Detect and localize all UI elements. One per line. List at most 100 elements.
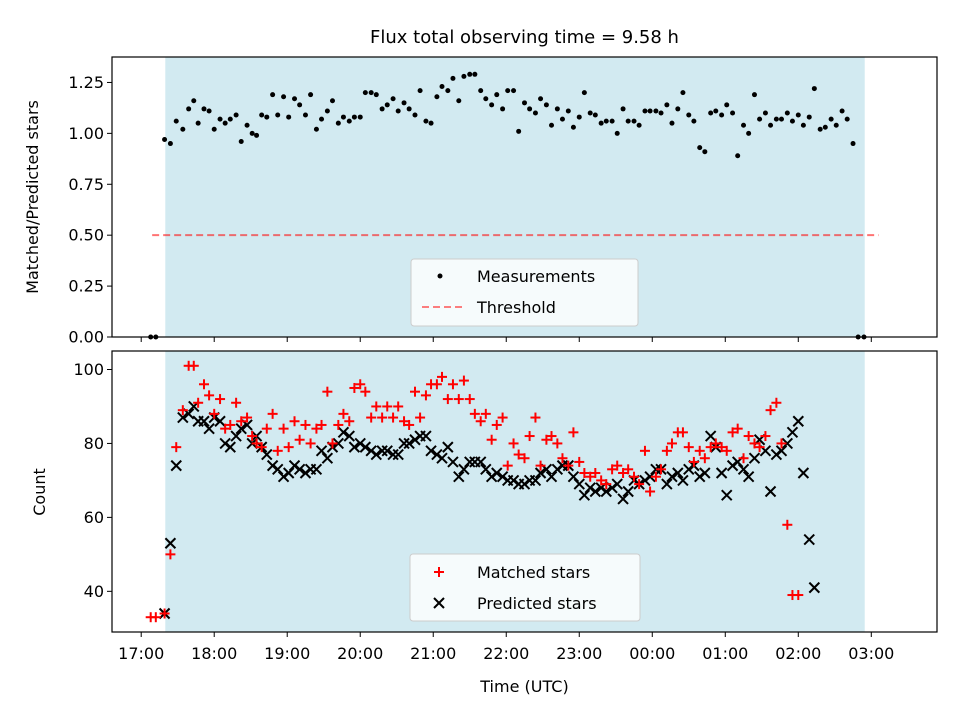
matched-star-marker: [220, 423, 231, 434]
matched-star-marker: [393, 401, 404, 412]
matched-star-marker: [568, 427, 579, 438]
bottom-legend-box: [409, 553, 641, 622]
measurement-point: [162, 136, 168, 142]
measurement-point: [543, 102, 549, 108]
matched-star-marker: [754, 442, 765, 453]
predicted-star-marker: [677, 474, 689, 487]
measurement-point: [357, 114, 363, 120]
bottom-xtick-label: 17:00: [118, 644, 164, 663]
matched-star-marker: [215, 394, 226, 405]
measurement-point: [511, 88, 517, 94]
measurement-point: [472, 71, 478, 77]
top-axes-frame: [111, 56, 938, 338]
matched-star-marker: [677, 427, 688, 438]
measurement-point: [576, 114, 582, 120]
measurement-point: [833, 122, 839, 128]
predicted-star-marker: [177, 411, 189, 424]
matched-star-marker: [437, 371, 447, 382]
matched-star-marker: [639, 445, 650, 456]
matched-star-marker: [710, 438, 721, 449]
top-panel: Flux total observing time = 9.58 h 0.00 0…: [23, 27, 938, 347]
measurement-point: [680, 90, 686, 96]
measurement-point: [757, 116, 763, 122]
measurement-point: [669, 120, 675, 126]
measurement-point: [527, 106, 533, 112]
predicted-star-marker: [534, 467, 547, 479]
bottom-ylabel: Count: [30, 468, 49, 516]
matched-star-marker: [150, 612, 161, 623]
measurement-point: [249, 130, 255, 136]
measurement-point: [254, 132, 260, 138]
measurement-point: [362, 90, 368, 96]
matched-star-marker: [267, 408, 278, 419]
matched-star-marker: [480, 408, 491, 419]
matched-star-marker: [732, 423, 743, 434]
predicted-star-marker: [376, 445, 388, 457]
measurement-point: [329, 98, 335, 104]
measurement-point: [173, 118, 179, 124]
measurement-point: [686, 112, 692, 118]
measurement-point: [828, 116, 834, 122]
measurement-point: [379, 106, 385, 112]
bottom-xtick-label: 01:00: [702, 644, 748, 663]
measurement-point: [598, 120, 604, 126]
measurement-point: [751, 92, 757, 98]
matched-star-marker: [563, 460, 574, 471]
predicted-star-marker: [235, 422, 247, 435]
top-ytick-label: 1.00: [68, 124, 104, 143]
matched-star-marker: [261, 423, 272, 434]
matched-star-marker: [360, 386, 371, 397]
predicted-star-marker: [737, 463, 750, 476]
matched-star-marker: [344, 416, 355, 427]
matched-star-marker: [236, 416, 247, 427]
measurement-point: [587, 110, 593, 116]
predicted-star-marker: [775, 445, 788, 457]
matched-star-marker: [596, 475, 607, 486]
predicted-star-marker: [293, 463, 306, 476]
matched-star-marker: [782, 519, 793, 530]
bottom-xtick-label: 23:00: [556, 644, 602, 663]
predicted-star-marker: [611, 478, 623, 490]
measurement-point: [559, 116, 565, 122]
matched-star-marker: [765, 405, 776, 416]
measurement-point: [335, 120, 341, 126]
matched-star-marker: [585, 471, 596, 482]
measurement-point: [439, 84, 445, 90]
measurement-point: [489, 102, 495, 108]
measurement-point: [373, 92, 379, 98]
measurement-point: [784, 110, 790, 116]
measurement-point: [180, 126, 186, 132]
matched-star-marker: [231, 397, 242, 408]
predicted-star-marker: [403, 437, 415, 450]
matched-star-marker: [338, 408, 349, 419]
matched-star-marker: [382, 401, 393, 412]
measurement-point: [186, 106, 192, 112]
matched-star-marker: [327, 438, 338, 449]
measurement-point: [636, 122, 642, 128]
matched-star-marker: [623, 464, 634, 475]
matched-star-marker: [464, 394, 475, 405]
matched-star-marker: [458, 375, 469, 386]
predicted-star-marker: [337, 426, 350, 439]
measurement-point: [417, 88, 423, 94]
measurement-point: [395, 108, 401, 114]
matched-star-marker: [721, 445, 732, 456]
measurement-point: [719, 112, 725, 118]
predicted-star-marker: [387, 448, 399, 461]
measurement-point: [795, 112, 801, 118]
measurement-point: [642, 108, 648, 114]
matched-star-marker: [502, 460, 513, 471]
bottom-panel: 40 60 80 100 17:00 18:00 19:00 20:00 21:00 22:00…: [30, 350, 938, 696]
matched-star-marker: [656, 464, 667, 475]
bottom-xtick-label: 20:00: [337, 644, 383, 663]
measurement-point: [211, 126, 217, 132]
measurement-point: [713, 108, 719, 114]
measurement-point: [244, 122, 250, 128]
predicted-star-marker: [742, 471, 755, 483]
matched-star-marker: [305, 438, 316, 449]
measurement-point: [570, 124, 576, 130]
matched-star-marker: [272, 445, 283, 456]
predicted-star-marker: [203, 422, 215, 435]
measurement-point: [800, 122, 806, 128]
matched-star-marker: [601, 479, 612, 490]
